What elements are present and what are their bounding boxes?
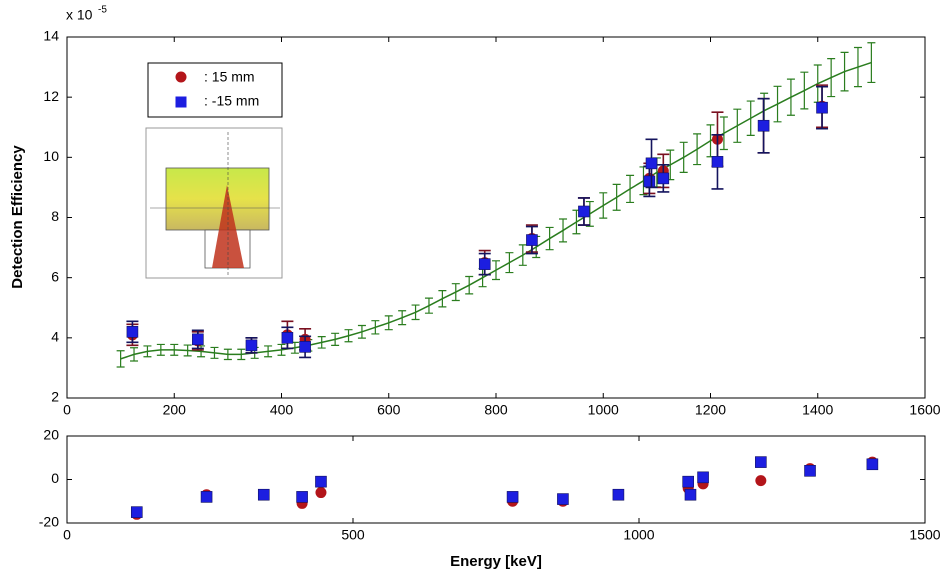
- marker: [315, 487, 327, 499]
- marker: [755, 456, 767, 468]
- marker: [506, 491, 519, 503]
- y-tick-label: 6: [51, 268, 59, 284]
- legend-label: : -15 mm: [204, 93, 259, 109]
- marker: [299, 341, 311, 353]
- marker: [755, 475, 767, 487]
- marker: [684, 488, 697, 501]
- x-axis-label: Energy [keV]: [450, 553, 542, 570]
- marker: [866, 458, 879, 471]
- marker: [296, 491, 308, 503]
- marker: [192, 333, 204, 346]
- legend-label: : 15 mm: [204, 69, 255, 85]
- marker: [612, 488, 625, 501]
- marker: [126, 326, 139, 338]
- y-tick-label: 20: [43, 427, 59, 443]
- y-tick-label: 4: [51, 329, 59, 345]
- x-tick-label: 400: [270, 402, 294, 418]
- y-tick-label: -20: [39, 514, 59, 530]
- marker: [578, 205, 590, 218]
- marker: [643, 175, 656, 188]
- y-tick-label: 8: [51, 208, 59, 224]
- marker: [315, 475, 327, 488]
- marker: [645, 157, 658, 170]
- marker: [711, 156, 724, 168]
- y-multiplier: x 10: [66, 7, 93, 23]
- y-axis-label: Detection Efficiency: [9, 145, 26, 289]
- marker: [697, 471, 709, 484]
- x-tick-label: 0: [63, 402, 71, 418]
- marker: [804, 464, 816, 477]
- x-tick-label: 500: [341, 527, 365, 543]
- x-tick-label: 0: [63, 527, 71, 543]
- y-tick-label: 0: [51, 470, 59, 486]
- x-tick-label: 200: [163, 402, 187, 418]
- marker: [257, 488, 270, 501]
- y-multiplier-exponent: -5: [98, 5, 107, 16]
- x-tick-label: 1500: [909, 527, 940, 543]
- x-tick-label: 1000: [588, 402, 619, 418]
- y-tick-label: 12: [43, 88, 59, 104]
- y-tick-label: 14: [43, 28, 59, 44]
- x-tick-label: 1600: [909, 402, 940, 418]
- simulation-line: [120, 61, 872, 360]
- legend-marker: [175, 71, 187, 83]
- x-tick-label: 800: [484, 402, 508, 418]
- x-tick-label: 1400: [802, 402, 833, 418]
- marker: [526, 234, 538, 246]
- x-tick-label: 1000: [623, 527, 654, 543]
- x-tick-label: 1200: [695, 402, 726, 418]
- marker: [200, 491, 213, 503]
- marker: [557, 493, 569, 505]
- marker: [657, 172, 670, 185]
- marker: [478, 258, 491, 270]
- marker: [757, 119, 770, 132]
- error-bar: [867, 42, 876, 84]
- legend: : 15 mm : -15 mm: [147, 62, 283, 118]
- legend-marker: [175, 96, 187, 108]
- y-tick-label: 10: [43, 148, 59, 164]
- marker: [682, 475, 694, 488]
- inset-image: [145, 127, 283, 279]
- marker: [130, 506, 143, 518]
- marker: [245, 339, 258, 352]
- x-tick-label: 600: [377, 402, 401, 418]
- marker: [816, 101, 828, 114]
- plot-area: [66, 435, 926, 524]
- y-tick-label: 2: [51, 389, 59, 405]
- marker: [281, 332, 294, 344]
